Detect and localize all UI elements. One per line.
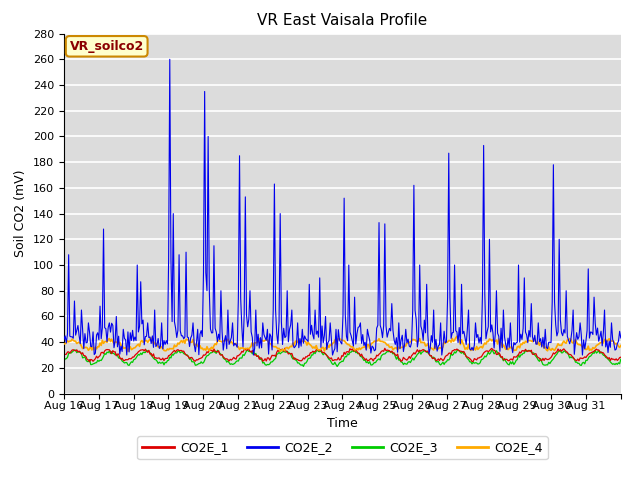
X-axis label: Time: Time bbox=[327, 417, 358, 430]
Text: VR_soilco2: VR_soilco2 bbox=[70, 40, 144, 53]
Y-axis label: Soil CO2 (mV): Soil CO2 (mV) bbox=[15, 170, 28, 257]
Title: VR East Vaisala Profile: VR East Vaisala Profile bbox=[257, 13, 428, 28]
Legend: CO2E_1, CO2E_2, CO2E_3, CO2E_4: CO2E_1, CO2E_2, CO2E_3, CO2E_4 bbox=[137, 436, 548, 459]
